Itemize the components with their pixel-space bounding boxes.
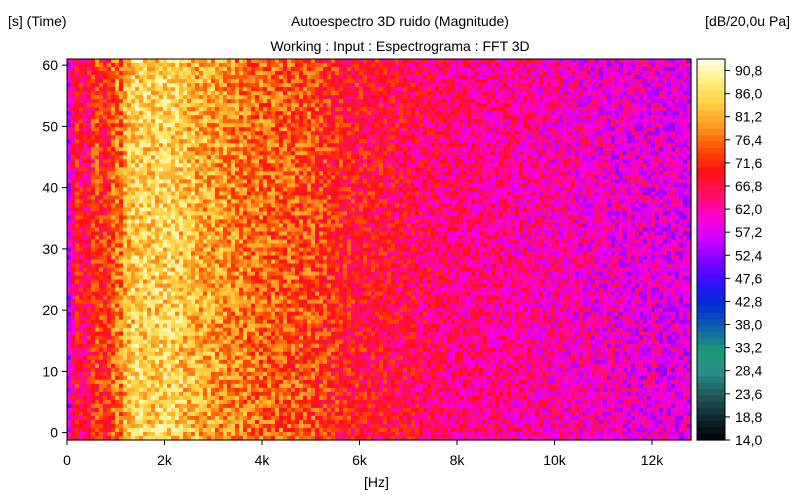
colorbar-tick-label: 28,4: [735, 363, 762, 379]
x-tick-label: 10k: [543, 452, 567, 468]
y-tick-label: 30: [42, 241, 58, 257]
colorbar-tick-label: 52,4: [735, 247, 762, 263]
x-tick-label: 6k: [352, 452, 368, 468]
colorbar-tick-label: 62,0: [735, 201, 762, 217]
x-tick-label: 8k: [450, 452, 466, 468]
colorbar-tick-label: 42,8: [735, 293, 762, 309]
colorbar-tick-label: 57,2: [735, 224, 762, 240]
x-tick-label: 2k: [157, 452, 173, 468]
colorbar: [697, 59, 725, 441]
y-tick-label: 60: [42, 57, 58, 73]
colorbar-tick-label: 66,8: [735, 178, 762, 194]
colorbar-tick-label: 38,0: [735, 317, 762, 333]
y-tick-label: 0: [50, 425, 58, 441]
y-tick-label: 50: [42, 118, 58, 134]
x-tick-label: 4k: [255, 452, 271, 468]
colorbar-tick-label: 33,2: [735, 340, 762, 356]
colorbar-tick-label: 90,8: [735, 63, 762, 79]
spectrogram-heatmap: [67, 59, 692, 441]
colorbar-tick-label: 86,0: [735, 86, 762, 102]
y-tick-label: 20: [42, 302, 58, 318]
colorbar-tick-label: 14,0: [735, 432, 762, 448]
colorbar-tick-label: 18,8: [735, 409, 762, 425]
colorbar-tick-label: 47,6: [735, 270, 762, 286]
colorbar-tick-label: 23,6: [735, 386, 762, 402]
colorbar-tick-label: 71,6: [735, 155, 762, 171]
x-tick-label: 0: [63, 452, 71, 468]
x-tick-label: 12k: [641, 452, 665, 468]
y-tick-label: 10: [42, 363, 58, 379]
colorbar-tick-label: 81,2: [735, 109, 762, 125]
colorbar-tick-label: 76,4: [735, 132, 762, 148]
y-tick-label: 40: [42, 180, 58, 196]
